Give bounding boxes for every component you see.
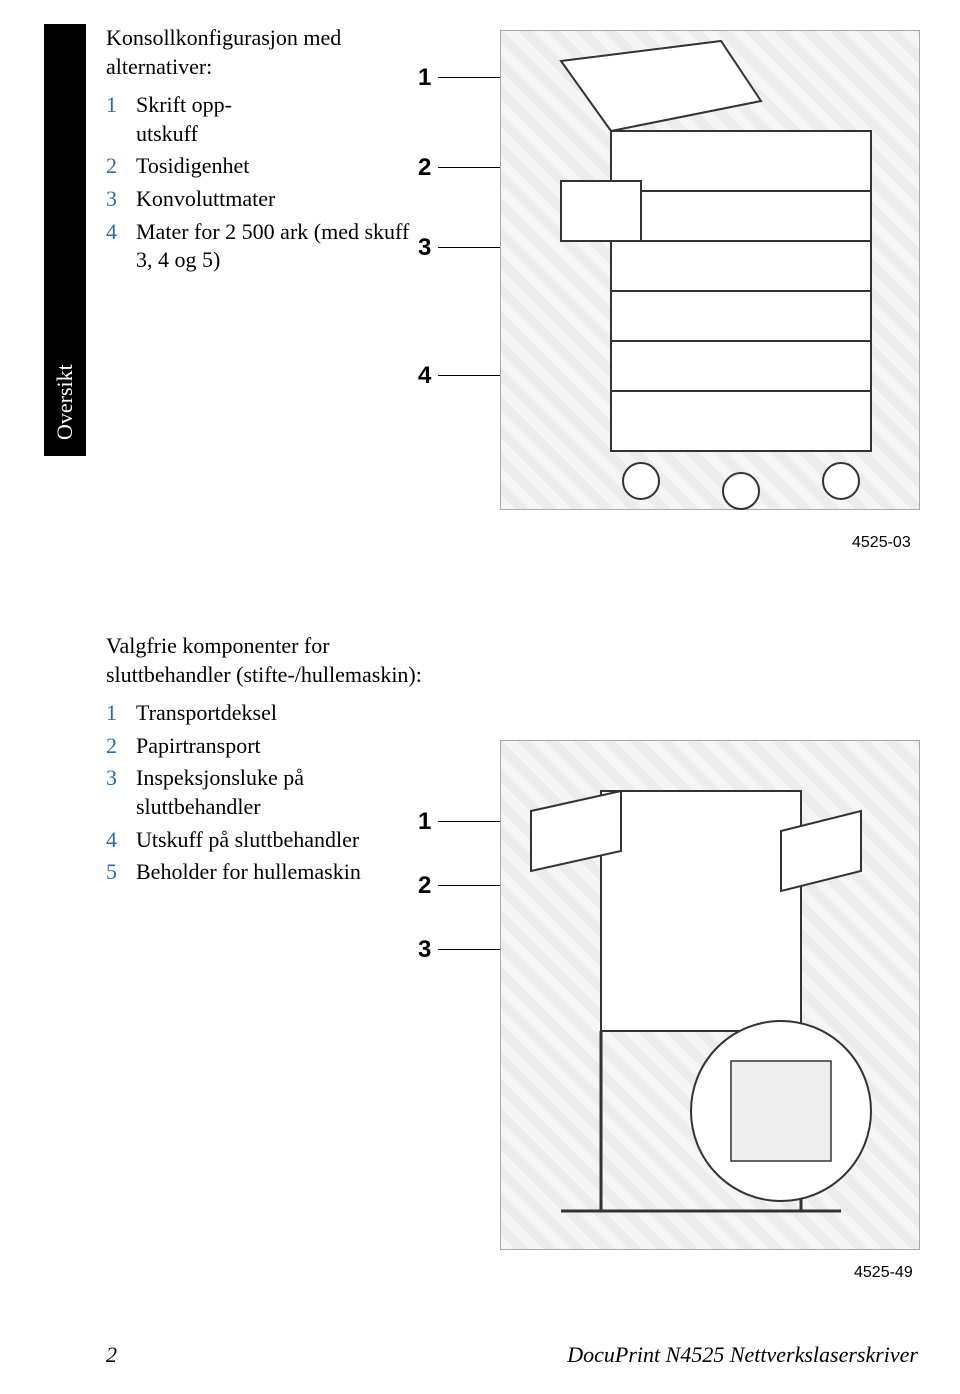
- list-item: 2 Tosidigenhet: [106, 152, 416, 181]
- callout-num: 4: [418, 362, 431, 390]
- callout-num: 3: [418, 936, 431, 964]
- list-item: 1 Transportdeksel: [106, 699, 426, 728]
- section-2: Valgfrie komponenter for sluttbehandler …: [106, 632, 426, 891]
- item-num: 2: [106, 152, 136, 181]
- finisher-illustration: [501, 741, 921, 1251]
- callout-num: 1: [418, 64, 431, 92]
- item-text: Konvoluttmater: [136, 185, 275, 214]
- list-item: 4 Utskuff på sluttbehandler: [106, 826, 426, 855]
- finisher-diagram-2: [500, 740, 920, 1250]
- item-text: Mater for 2 500 ark (med skuff 3, 4 og 5…: [136, 218, 416, 275]
- item-num: 4: [106, 218, 136, 247]
- item-text: Beholder for hullemaskin: [136, 858, 361, 887]
- item-text: Tosidigenhet: [136, 152, 249, 181]
- item-num: 1: [106, 91, 136, 120]
- section-1: Konsollkonfigurasjon med alternativer: 1…: [106, 24, 416, 279]
- page-footer: 2 DocuPrint N4525 Nettverkslaserskriver: [106, 1342, 918, 1368]
- section1-title: Konsollkonfigurasjon med alternativer:: [106, 24, 416, 81]
- callout-num: 3: [418, 234, 431, 262]
- list-item: 4 Mater for 2 500 ark (med skuff 3, 4 og…: [106, 218, 416, 275]
- item-num: 4: [106, 826, 136, 855]
- callout-num: 1: [418, 808, 431, 836]
- item-num: 1: [106, 699, 136, 728]
- footer-text: DocuPrint N4525 Nettverkslaserskriver: [567, 1342, 918, 1368]
- item-num: 2: [106, 732, 136, 761]
- callout-num: 2: [418, 154, 431, 182]
- sidebar-label: Oversikt: [52, 364, 78, 440]
- printer-diagram-1: [500, 30, 920, 510]
- list-item: 3 Konvoluttmater: [106, 185, 416, 214]
- sidebar-tab: Oversikt: [44, 24, 86, 456]
- item-text: Inspeksjonsluke på sluttbehandler: [136, 764, 426, 821]
- item-num: 3: [106, 185, 136, 214]
- item-text: Papirtransport: [136, 732, 261, 761]
- image-code-2: 4525-49: [854, 1264, 913, 1282]
- item-text: Transportdeksel: [136, 699, 277, 728]
- item-text: Skrift opp- utskuff: [136, 91, 232, 148]
- image-code-1: 4525-03: [852, 534, 911, 552]
- section2-list: 1 Transportdeksel 2 Papirtransport 3 Ins…: [106, 699, 426, 887]
- footer-page-num: 2: [106, 1342, 117, 1368]
- list-item: 5 Beholder for hullemaskin: [106, 858, 426, 887]
- list-item: 2 Papirtransport: [106, 732, 426, 761]
- item-text: Utskuff på sluttbehandler: [136, 826, 359, 855]
- list-item: 3 Inspeksjonsluke på sluttbehandler: [106, 764, 426, 821]
- list-item: 1 Skrift opp- utskuff: [106, 91, 416, 148]
- callout-num: 2: [418, 872, 431, 900]
- section1-list: 1 Skrift opp- utskuff 2 Tosidigenhet 3 K…: [106, 91, 416, 275]
- item-num: 5: [106, 858, 136, 887]
- section2-title: Valgfrie komponenter for sluttbehandler …: [106, 632, 426, 689]
- item-num: 3: [106, 764, 136, 793]
- printer-illustration: [501, 31, 921, 511]
